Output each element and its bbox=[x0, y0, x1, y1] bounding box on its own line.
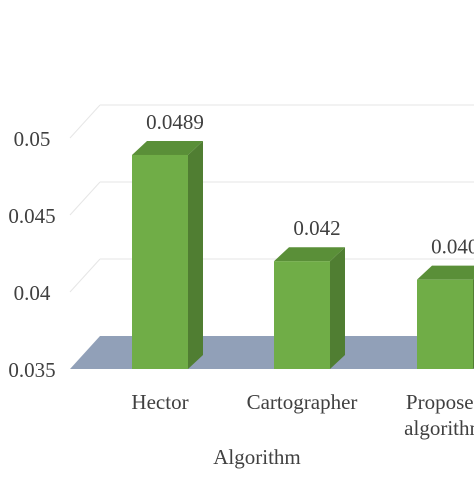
x-tick-label: Proposed bbox=[406, 390, 474, 414]
bar-top bbox=[132, 140, 203, 155]
bar-top bbox=[417, 265, 474, 280]
x-tick-label: Cartographer bbox=[247, 390, 358, 414]
gridline-side bbox=[69, 104, 101, 139]
bar-side bbox=[330, 247, 345, 369]
y-tick-label: 0.045 bbox=[8, 204, 55, 228]
bar bbox=[274, 261, 330, 369]
data-label: 0.0408 bbox=[431, 235, 474, 259]
data-label: 0.0489 bbox=[146, 110, 204, 134]
x-axis-title: Algorithm bbox=[213, 445, 301, 469]
plot-floor bbox=[70, 336, 474, 369]
y-tick-label: 0.05 bbox=[14, 127, 51, 151]
x-tick-label: Hector bbox=[131, 390, 188, 414]
x-tick-label: algorithm bbox=[404, 416, 474, 440]
bar bbox=[417, 279, 473, 369]
y-tick-label: 0.04 bbox=[14, 281, 51, 305]
bar bbox=[132, 154, 188, 369]
bar-side bbox=[188, 140, 203, 369]
gridline-side bbox=[69, 181, 101, 216]
gridline-side bbox=[69, 258, 101, 293]
bar-top bbox=[274, 247, 345, 262]
y-tick-label: 0.035 bbox=[8, 358, 55, 382]
data-label: 0.042 bbox=[293, 216, 340, 240]
